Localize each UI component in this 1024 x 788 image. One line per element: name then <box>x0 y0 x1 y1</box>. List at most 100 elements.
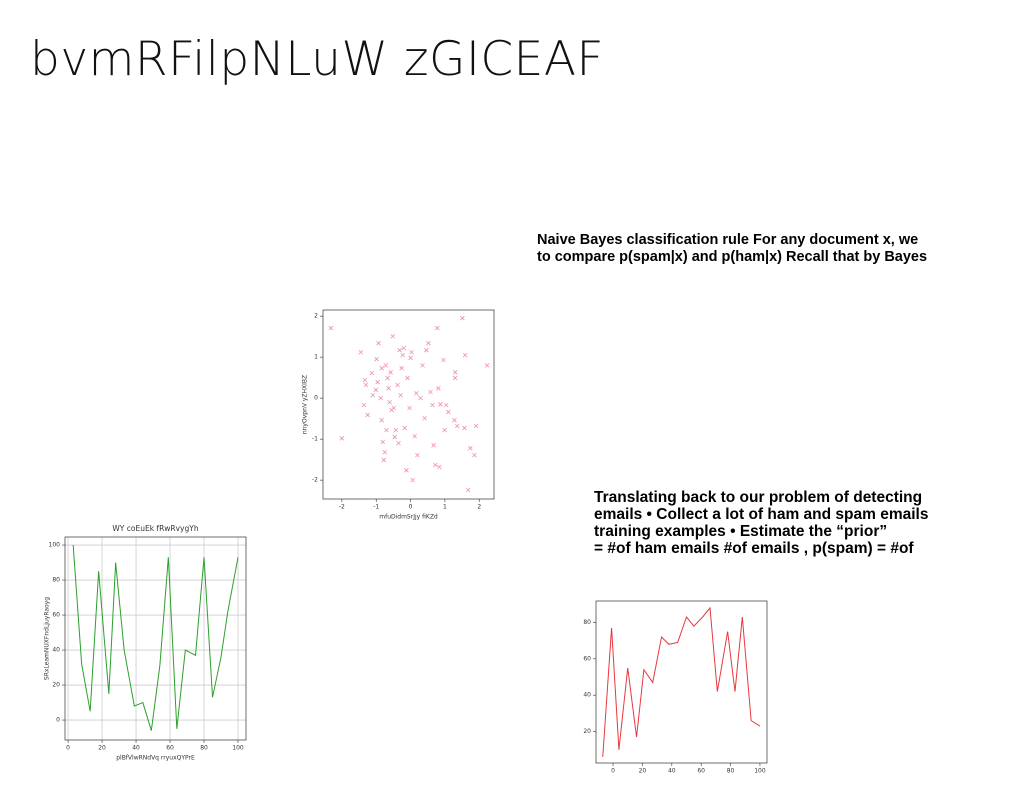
scatter-point <box>399 365 404 371</box>
text-line: = #of ham emails #of emails , p(spam) = … <box>594 540 914 557</box>
x-tick-label: 60 <box>166 745 174 752</box>
y-tick-label: 40 <box>583 692 591 699</box>
scatter-point <box>442 427 447 433</box>
y-tick-label: 0 <box>56 717 60 724</box>
y-tick-label: 60 <box>583 655 591 662</box>
y-tick-label: 20 <box>52 682 60 689</box>
line-series <box>72 545 239 731</box>
scatter-point <box>454 423 460 429</box>
scatter-point <box>422 415 427 421</box>
plot-frame <box>64 536 247 741</box>
x-tick-label: 80 <box>727 768 735 775</box>
y-tick-label: -1 <box>312 436 318 443</box>
x-tick-label: -1 <box>373 504 379 511</box>
scatter-point <box>388 370 393 375</box>
x-tick-label: 1 <box>443 504 447 511</box>
scatter-point <box>465 487 471 493</box>
scatter-point <box>431 443 436 448</box>
scatter-point <box>328 325 334 331</box>
scatter-point <box>438 402 443 407</box>
scatter-point <box>398 392 403 398</box>
y-axis-label: SRxLeamNUXFndLjuyRaoyg <box>44 597 51 680</box>
scatter-point <box>452 375 458 381</box>
text-line: emails • Collect a lot of ham and spam e… <box>594 506 929 523</box>
scatter-point <box>379 365 384 371</box>
scatter-point <box>410 477 415 483</box>
scatter-point <box>369 370 375 376</box>
x-tick-label: 40 <box>668 768 676 775</box>
plot-frame <box>322 309 495 500</box>
scatter-point <box>358 349 364 355</box>
y-axis-label: nnyOvpnV yZHXIBZ <box>302 375 309 434</box>
scatter-point <box>436 386 441 391</box>
scatter-point <box>381 457 387 463</box>
x-axis-label: mfuDidmSrJjy fiKZd <box>379 514 438 521</box>
y-tick-label: 0 <box>314 395 318 402</box>
slide-title: bvmRFilpNLuW zGICEAF <box>30 32 605 87</box>
x-tick-label: 40 <box>132 745 140 752</box>
y-tick-label: 60 <box>52 612 60 619</box>
scatter-point <box>405 375 410 381</box>
x-tick-label: 20 <box>639 768 647 775</box>
x-tick-label: 80 <box>200 745 208 752</box>
x-axis-label: plBfVlwRNdVq rryuxQYPrE <box>116 755 195 762</box>
scatter-point <box>382 449 388 455</box>
scatter-point <box>443 402 449 408</box>
scatter-point <box>452 418 457 423</box>
x-tick-label: 20 <box>98 745 106 752</box>
scatter-point <box>379 418 384 423</box>
scatter-point <box>409 349 414 355</box>
scatter-point <box>407 405 412 411</box>
y-tick-label: 2 <box>314 313 318 320</box>
scatter-point <box>441 357 446 363</box>
x-tick-label: 2 <box>477 504 481 511</box>
scatter-point <box>402 425 408 431</box>
scatter-point <box>362 377 368 383</box>
scatter-point <box>412 433 417 439</box>
scatter-point <box>437 464 442 470</box>
scatter-point <box>446 409 451 415</box>
scatter-point <box>390 333 395 339</box>
scatter-point <box>460 315 465 321</box>
scatter-point <box>424 347 429 353</box>
x-tick-label: 0 <box>66 745 70 752</box>
scatter-point <box>391 405 397 411</box>
scatter-point <box>484 363 490 368</box>
scatter-point <box>415 452 420 458</box>
scatter-point <box>414 390 419 396</box>
scatter-point <box>397 347 402 353</box>
chart-title: WY coEuEk fRwRvygYh <box>112 524 198 533</box>
x-tick-label: 0 <box>409 504 413 511</box>
text-line: Translating back to our problem of detec… <box>594 489 923 506</box>
scatter-point <box>363 382 369 388</box>
scatter-point <box>373 387 379 393</box>
scatter-point <box>376 340 381 346</box>
x-tick-label: 100 <box>232 745 244 752</box>
x-tick-label: 100 <box>754 768 766 775</box>
scatter-point <box>370 392 376 398</box>
scatter-point <box>404 468 409 473</box>
scatter-point <box>435 325 440 331</box>
scatter-point <box>472 452 477 458</box>
plot-frame <box>595 600 768 764</box>
scatter-point <box>426 340 431 346</box>
y-tick-label: 1 <box>314 354 318 361</box>
line-series <box>602 606 761 758</box>
scatter-point <box>430 402 435 408</box>
scatter-point <box>392 434 398 440</box>
text-line: training examples • Estimate the “prior” <box>594 523 888 540</box>
scatter-point <box>374 356 379 362</box>
text-line: to compare p(spam|x) and p(ham|x) Recall… <box>537 249 928 265</box>
scatter-point <box>462 425 467 431</box>
x-tick-label: 60 <box>697 768 705 775</box>
scatter-point <box>428 389 433 395</box>
scatter-point <box>473 423 479 429</box>
scatter-point <box>361 402 367 408</box>
scatter-point <box>433 462 438 468</box>
text-block: Naive Bayes classification rule For any … <box>537 232 927 266</box>
scatter-point <box>365 412 370 418</box>
scatter-point <box>375 379 380 385</box>
scatter-point <box>401 345 406 351</box>
text-block: Translating back to our problem of detec… <box>594 489 928 557</box>
